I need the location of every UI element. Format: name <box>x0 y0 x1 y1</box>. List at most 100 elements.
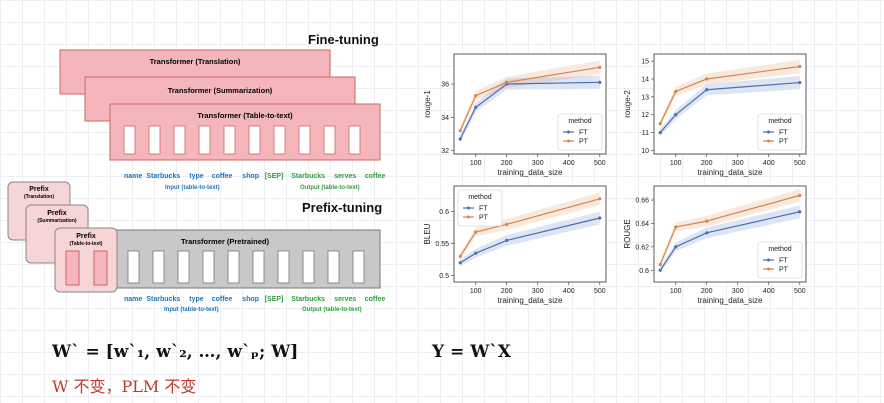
legend-entry: FT <box>779 130 788 137</box>
chart-rouge-1: 100 200 300 400 500 32 34 36 training_data_size r… <box>423 53 607 177</box>
data-point <box>458 254 462 258</box>
x-tick-label: 100 <box>670 288 682 295</box>
y-tick-label: 32 <box>441 148 449 155</box>
finetune-slot <box>298 125 311 155</box>
confidence-band <box>460 60 600 135</box>
diagram: Transformer (Translation) Transformer (S… <box>7 49 381 293</box>
token: Starbucks <box>146 173 181 180</box>
legend: method FT PT <box>757 113 803 151</box>
legend-entry: PT <box>779 139 789 146</box>
legend-title: method <box>768 246 791 253</box>
pretrained-slot <box>177 250 190 284</box>
token: type <box>189 296 204 303</box>
svg-text:(Translation): (Translation) <box>24 194 54 200</box>
token: shop <box>242 173 260 180</box>
formula-w-prime: W` = [w`₁, w`₂, …, w`ₚ; W] <box>52 342 299 362</box>
token: name <box>124 296 143 303</box>
data-point <box>598 65 602 69</box>
y-axis-label: BLEU <box>423 223 432 244</box>
x-tick-label: 200 <box>501 288 513 295</box>
y-tick-label: 0.5 <box>439 273 449 280</box>
finetune-output-label: Output (table-to-text) <box>300 185 360 191</box>
series-line-ft <box>659 81 800 133</box>
y-tick-label: 0.6 <box>439 209 449 216</box>
data-point <box>798 80 802 85</box>
chart-rouge: 100 200 300 400 500 0.6 0.62 0.64 0.66 training_d… <box>623 185 807 305</box>
legend-title: method <box>768 118 791 125</box>
y-axis-label: rouge-2 <box>623 90 632 118</box>
x-tick-label: 300 <box>532 160 544 167</box>
token: coffee <box>364 173 386 180</box>
data-point <box>705 231 709 235</box>
svg-text:(Table-to-text): (Table-to-text) <box>70 241 103 247</box>
token: coffee <box>364 296 386 303</box>
y-tick-label: 14 <box>641 77 649 84</box>
legend-title: method <box>568 118 591 125</box>
x-tick-label: 300 <box>732 160 744 167</box>
svg-text:Prefix: Prefix <box>76 233 96 240</box>
token: serves <box>334 296 357 303</box>
pretrained-slot <box>152 250 165 284</box>
data-point <box>658 122 662 126</box>
finetune-slot <box>123 125 136 155</box>
x-tick-label: 400 <box>763 288 775 295</box>
pretrained-slot <box>327 250 340 284</box>
token: type <box>189 173 204 180</box>
pretrained-slot <box>202 250 215 284</box>
legend-entry: PT <box>479 215 489 222</box>
data-point <box>705 88 709 92</box>
legend-entry: PT <box>579 139 589 146</box>
finetune-input-label: Input (table-to-text) <box>165 185 220 191</box>
token: [SEP] <box>264 173 284 180</box>
x-axis-label: training_data_size <box>498 168 563 177</box>
data-point <box>458 137 462 141</box>
svg-text:(Summarization): (Summarization) <box>37 218 77 224</box>
finetune-slot <box>198 125 211 155</box>
x-axis-label: training_data_size <box>698 296 763 305</box>
data-point <box>474 230 478 234</box>
data-point <box>658 130 662 135</box>
data-point <box>798 193 802 197</box>
data-point <box>674 113 678 117</box>
svg-text:Transformer (Table-to-text): Transformer (Table-to-text) <box>197 111 293 120</box>
x-axis-label: training_data_size <box>698 168 763 177</box>
data-point <box>674 89 678 94</box>
data-point <box>474 105 478 109</box>
chart-rouge-2: 100 200 300 400 500 10 11 12 13 14 15 training_data… <box>623 53 807 177</box>
y-tick-label: 0.6 <box>639 268 649 275</box>
y-tick-label: 0.62 <box>635 244 649 251</box>
y-tick-label: 0.64 <box>635 221 649 228</box>
finetune-title: Fine-tuning <box>308 32 379 47</box>
transformer-table-to-text: Transformer (Table-to-text) <box>109 103 381 161</box>
data-point <box>598 216 602 220</box>
data-point <box>474 94 478 98</box>
finetune-slot <box>173 125 186 155</box>
token: shop <box>242 296 260 303</box>
confidence-band <box>660 188 800 268</box>
data-point <box>658 268 662 272</box>
pretrained-slot <box>227 250 240 284</box>
prefixtune-input-label: Input (table-to-text) <box>164 307 219 313</box>
formula-y: Y = W`X <box>432 342 511 362</box>
data-point <box>505 222 509 226</box>
legend-entry: FT <box>779 258 788 265</box>
x-tick-label: 200 <box>701 160 713 167</box>
legend-entry: FT <box>479 206 488 213</box>
data-point <box>474 251 478 255</box>
y-tick-label: 0.55 <box>435 241 449 248</box>
prefix-table-to-text: Prefix (Table-to-text) <box>54 227 118 293</box>
y-tick-label: 11 <box>642 130 649 137</box>
x-tick-label: 300 <box>732 288 744 295</box>
confidence-band <box>460 211 600 267</box>
y-tick-label: 12 <box>641 112 649 119</box>
finetune-slot <box>348 125 361 155</box>
data-point <box>705 77 709 81</box>
x-tick-label: 500 <box>594 160 606 167</box>
data-point <box>674 225 678 229</box>
pretrained-slot <box>127 250 140 284</box>
legend-entry: PT <box>779 267 789 274</box>
legend: method FT PT <box>457 189 503 227</box>
pretrained-slot <box>302 250 315 284</box>
x-tick-label: 200 <box>701 288 713 295</box>
token: Starbucks <box>146 296 181 303</box>
